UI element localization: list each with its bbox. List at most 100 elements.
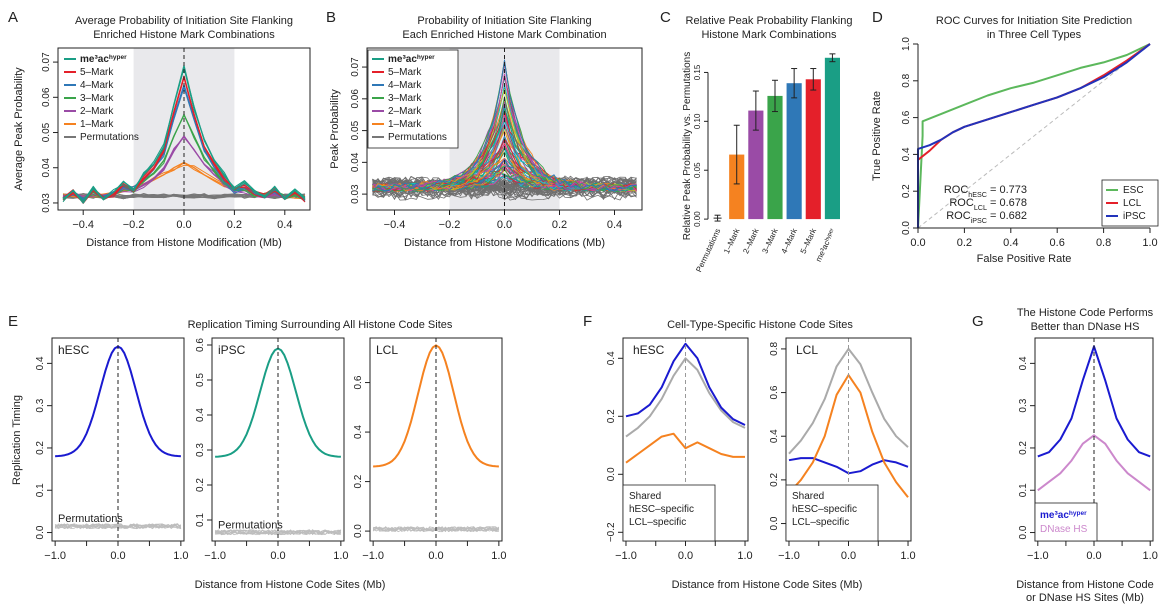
y-axis-label: Average Peak Probability: [13, 67, 25, 191]
panel-letter: A: [8, 9, 18, 26]
panel-a: −0.4 −0.2 0.0 0.2 0.4 0.03 0.04 0.05 0.06 0.07 Dis…: [13, 47, 311, 249]
y-axis-label: Replication Timing: [11, 395, 23, 485]
panel-title: Probability of Initiation Site Flanking: [417, 15, 591, 27]
y-tick-label: 0.2: [353, 474, 364, 488]
panel-b: −0.4 −0.2 0.0 0.2 0.4 0.03 0.04 0.05 0.06 0.07 Dis…: [329, 47, 643, 249]
y-tick-label: 0.04: [41, 158, 52, 178]
bar: [824, 57, 840, 220]
legend-label: hESC–specific: [629, 504, 694, 515]
y-tick-label: 0.0: [353, 524, 364, 538]
y-tick-label: 0.3: [195, 443, 206, 457]
series-line: [625, 432, 745, 464]
panel-f: −1.0 0.0 1.0 −0.2 0.0 0.2 0.4 hESC Shared hESC–sp…: [606, 337, 916, 591]
x-axis-label: Distance from Histone Code: [1016, 579, 1154, 591]
series-line: [1037, 434, 1151, 492]
y-tick-label: 0.6: [353, 375, 364, 389]
permutations-label: Permutations: [218, 519, 283, 531]
x-axis-label: Distance from Histone Code Sites (Mb): [195, 579, 386, 591]
x-tick-label: 2–Mark: [741, 226, 761, 255]
x-tick-label: −0.4: [384, 219, 406, 231]
y-tick-label: 0.2: [195, 478, 206, 492]
y-tick-label: 0.4: [901, 147, 912, 161]
y-tick-label: −0.2: [606, 522, 617, 542]
legend-label: 1–Mark: [80, 119, 114, 130]
y-tick-label: 0.4: [195, 408, 206, 422]
x-axis-label: False Positive Rate: [977, 253, 1072, 265]
subpanel-label: iPSC: [218, 343, 246, 357]
x-tick-label: 0.0: [678, 550, 693, 562]
x-tick-label: 1.0: [900, 550, 915, 562]
y-tick-label: 0.6: [195, 338, 206, 352]
x-axis-label: Distance from Histone Code Sites (Mb): [672, 579, 863, 591]
y-tick-label: 0.06: [41, 87, 52, 107]
x-tick-label: −0.2: [439, 219, 461, 231]
subpanel-lcl: −1.0 0.0 1.0 0.0 0.2 0.4 0.6 0.8 LCL Shared hESC–s…: [769, 337, 916, 562]
x-tick-label: 4–Mark: [780, 226, 800, 255]
subpanel-hesc: −1.0 0.0 1.0 0.0 0.1 0.2 0.3 0.4 hESC Permutation…: [35, 337, 189, 562]
panel-title: Relative Peak Probability Flanking: [686, 15, 853, 27]
y-tick-label: 0.2: [769, 472, 780, 486]
x-axis-label: or DNase HS Sites (Mb): [1026, 592, 1144, 604]
y-tick-label: 0.1: [35, 483, 46, 497]
subpanel-lcl: −1.0 0.0 1.0 0.0 0.2 0.4 0.6 LCL: [353, 337, 507, 562]
panel-title: Average Probability of Initiation Site F…: [75, 15, 293, 27]
panel-title: Each Enriched Histone Mark Combination: [402, 29, 606, 41]
x-tick-label: 0.0: [1086, 550, 1101, 562]
panel-title: ROC Curves for Initiation Site Predictio…: [936, 15, 1132, 27]
subpanel-label: hESC: [58, 343, 90, 357]
y-tick-label: 0.4: [606, 351, 617, 365]
x-tick-label: 1.0: [173, 550, 188, 562]
x-tick-label: 1.0: [333, 550, 348, 562]
panel-letter: C: [660, 9, 671, 26]
y-tick-label: 0.0: [35, 525, 46, 539]
legend-label: LCL: [1123, 198, 1142, 209]
panel-title: Replication Timing Surrounding All Histo…: [188, 319, 453, 331]
y-tick-label: 0.15: [693, 64, 702, 80]
y-tick-label: 0.2: [901, 184, 912, 198]
x-axis-label: Distance from Histone Modifications (Mb): [404, 237, 605, 249]
legend-box: [622, 484, 716, 542]
panel-title: Cell-Type-Specific Histone Code Sites: [667, 319, 853, 331]
legend-label: Permutations: [80, 132, 139, 143]
x-tick-label: me³acʰʸᵖᵉʳ: [814, 227, 837, 263]
panel-title: in Three Cell Types: [987, 29, 1082, 41]
x-tick-label: 0.0: [841, 550, 856, 562]
y-tick-label: 0.1: [1018, 483, 1029, 497]
x-tick-label: 1.0: [1142, 237, 1157, 249]
y-tick-label: 0.3: [1018, 398, 1029, 412]
y-tick-label: 0.10: [693, 113, 702, 129]
y-tick-label: 0.05: [350, 120, 361, 140]
x-tick-label: 3–Mark: [760, 226, 780, 255]
series-line: [372, 59, 637, 192]
x-axis-label: Distance from Histone Modification (Mb): [86, 237, 282, 249]
diagonal-line: [917, 43, 1151, 229]
x-tick-label: 0.2: [552, 219, 567, 231]
roc-curve: [917, 43, 1151, 229]
y-tick-label: 0.4: [769, 429, 780, 443]
panel-title: Better than DNase HS: [1031, 321, 1140, 333]
x-tick-label: 0.4: [607, 219, 622, 231]
x-tick-label: 0.0: [110, 550, 125, 562]
roc-annotation: ROChESC = 0.773: [944, 184, 1027, 199]
x-tick-label: −1.0: [44, 550, 66, 562]
permutation-line: [55, 523, 181, 529]
panel-title: Enriched Histone Mark Combinations: [93, 29, 275, 41]
roc-curve: [917, 43, 1151, 228]
legend-label: 1–Mark: [388, 119, 422, 130]
legend-box: [1034, 502, 1098, 542]
panel-e: −1.0 0.0 1.0 0.0 0.1 0.2 0.3 0.4 hESC Permutation…: [11, 337, 507, 591]
x-tick-label: 0.0: [428, 550, 443, 562]
panel-letter: D: [872, 9, 883, 26]
x-tick-label: −1.0: [204, 550, 226, 562]
y-tick-label: 0.0: [769, 516, 780, 530]
y-tick-label: 0.4: [353, 425, 364, 439]
y-tick-label: 0.2: [1018, 441, 1029, 455]
legend-label: hESC–specific: [792, 504, 857, 515]
y-tick-label: 0.05: [41, 122, 52, 142]
x-tick-label: −1.0: [362, 550, 384, 562]
legend-label: me³achyper: [80, 54, 127, 66]
y-tick-label: 0.5: [195, 373, 206, 387]
y-tick-label: 0.2: [35, 441, 46, 455]
subpanel-label: LCL: [796, 343, 818, 357]
x-tick-label: −1.0: [778, 550, 800, 562]
